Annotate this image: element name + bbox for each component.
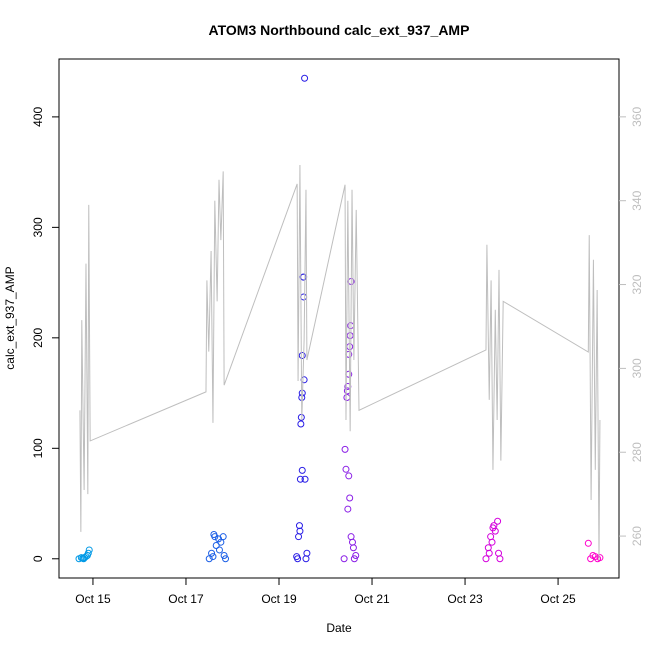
point bbox=[494, 517, 502, 525]
point bbox=[209, 553, 217, 561]
y-tick-label: 100 bbox=[31, 438, 45, 458]
point bbox=[300, 293, 308, 301]
y-tick-label: 200 bbox=[31, 328, 45, 348]
y-axis-label: calc_ext_937_AMP bbox=[3, 266, 17, 369]
x-tick-label: Oct 17 bbox=[168, 592, 204, 606]
point bbox=[298, 352, 306, 360]
point bbox=[293, 553, 301, 561]
point bbox=[300, 376, 308, 384]
y-tick-label: 400 bbox=[31, 107, 45, 127]
point bbox=[342, 465, 350, 473]
point bbox=[485, 549, 493, 557]
point bbox=[591, 553, 599, 561]
y2-tick-label: 360 bbox=[630, 107, 644, 127]
point bbox=[296, 527, 304, 535]
point bbox=[212, 542, 220, 550]
point bbox=[350, 555, 358, 563]
point bbox=[298, 466, 306, 474]
point bbox=[491, 527, 499, 535]
point bbox=[584, 539, 592, 547]
x-axis-label: Date bbox=[326, 621, 352, 635]
point bbox=[349, 544, 357, 552]
chart-title: ATOM3 Northbound calc_ext_937_AMP bbox=[209, 22, 470, 38]
point bbox=[219, 533, 227, 541]
point bbox=[220, 551, 228, 559]
y2-tick-label: 300 bbox=[630, 358, 644, 378]
point bbox=[301, 74, 309, 82]
point bbox=[303, 549, 311, 557]
y-tick-label: 0 bbox=[31, 555, 45, 562]
point bbox=[215, 546, 223, 554]
plot-frame bbox=[58, 58, 620, 579]
point bbox=[81, 554, 89, 562]
y2-tick-label: 340 bbox=[630, 190, 644, 210]
point bbox=[211, 533, 219, 541]
point bbox=[346, 332, 354, 340]
point bbox=[482, 555, 490, 563]
point bbox=[345, 472, 353, 480]
x-tick-label: Oct 15 bbox=[75, 592, 111, 606]
point bbox=[222, 555, 230, 563]
point bbox=[348, 538, 356, 546]
x-tick-label: Oct 19 bbox=[261, 592, 297, 606]
point bbox=[302, 555, 310, 563]
point bbox=[352, 551, 360, 559]
point bbox=[596, 554, 604, 562]
point bbox=[488, 538, 496, 546]
y2-tick-label: 320 bbox=[630, 274, 644, 294]
point bbox=[296, 475, 304, 483]
point bbox=[341, 445, 349, 453]
y2-tick-label: 280 bbox=[630, 442, 644, 462]
line-series bbox=[79, 165, 601, 560]
point bbox=[208, 549, 216, 557]
point bbox=[496, 555, 504, 563]
point bbox=[484, 544, 492, 552]
point bbox=[343, 393, 351, 401]
x-tick-label: Oct 23 bbox=[447, 592, 483, 606]
point bbox=[297, 420, 305, 428]
point bbox=[344, 505, 352, 513]
point bbox=[340, 555, 348, 563]
point bbox=[301, 475, 309, 483]
point bbox=[346, 494, 354, 502]
y-tick-label: 300 bbox=[31, 217, 45, 237]
x-tick-label: Oct 21 bbox=[354, 592, 390, 606]
x-tick-label: Oct 25 bbox=[540, 592, 576, 606]
y2-tick-label: 260 bbox=[630, 526, 644, 546]
